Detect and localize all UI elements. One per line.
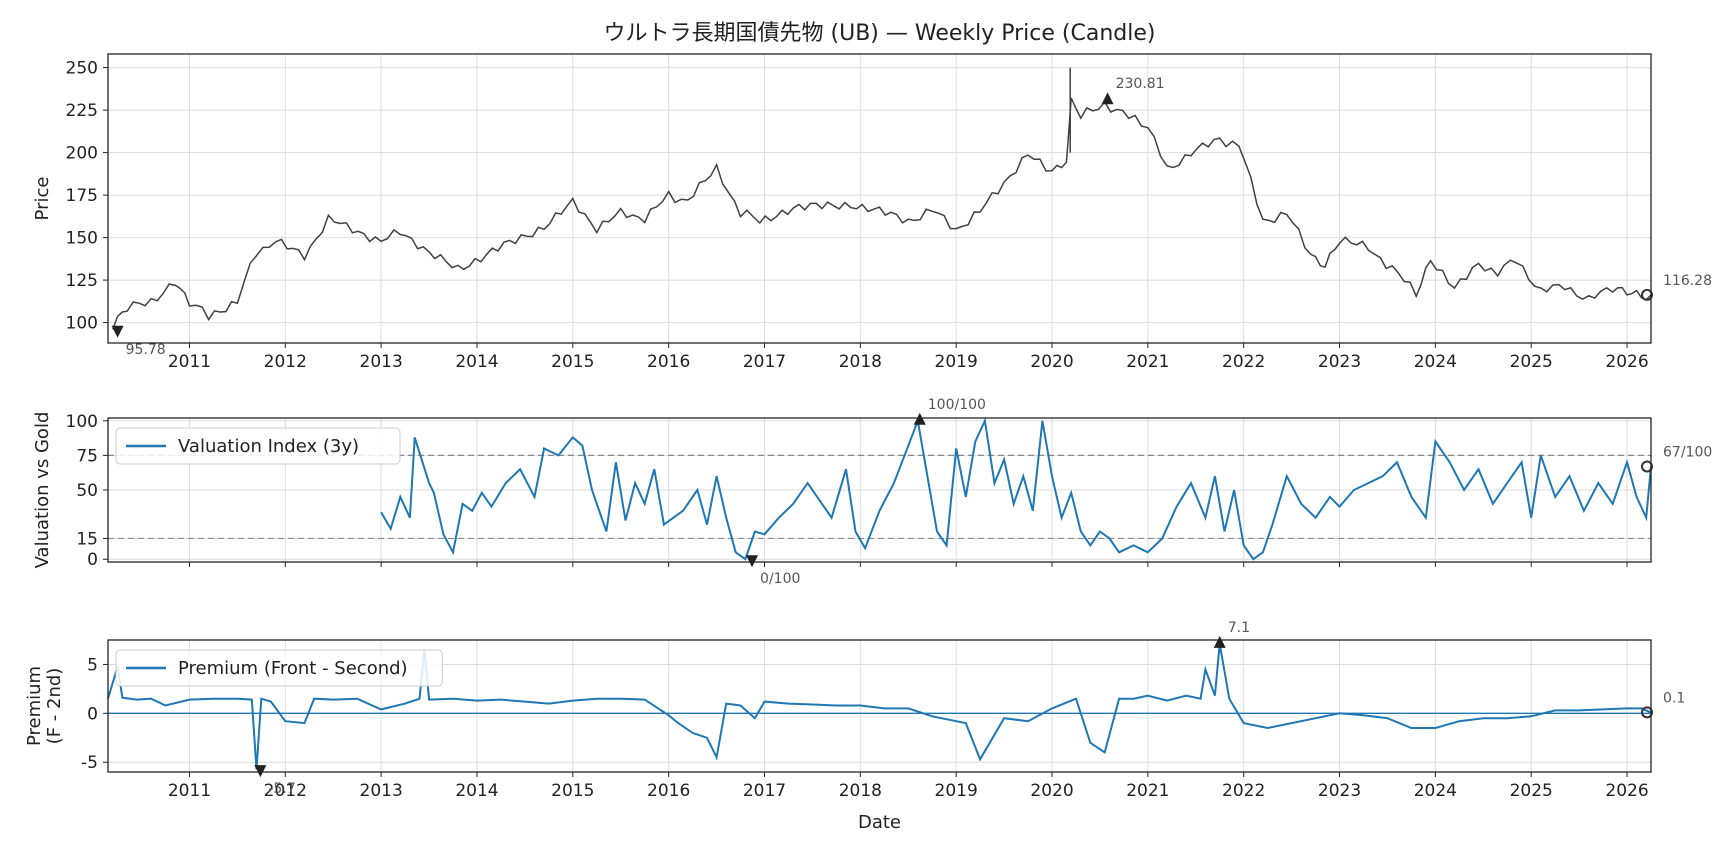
last-annotation: 116.28 — [1663, 273, 1712, 289]
x-tick-label: 2016 — [647, 352, 690, 372]
y-axis-label-line2: (F - 2nd) — [44, 668, 65, 745]
x-tick-label: 2025 — [1510, 781, 1553, 801]
y-tick-label: 100 — [66, 314, 98, 334]
y-tick-label: 200 — [66, 144, 98, 164]
legend-label: Valuation Index (3y) — [178, 436, 359, 457]
axes-frame — [107, 639, 1652, 773]
min-annotation: 95.78 — [126, 342, 166, 358]
max-marker — [913, 412, 926, 425]
y-tick-label: 225 — [66, 101, 98, 121]
x-tick-label: 2015 — [551, 352, 594, 372]
min-marker — [111, 325, 124, 338]
x-tick-label: 2021 — [1126, 781, 1169, 801]
series-line-1 — [107, 643, 1652, 770]
x-tick-label: 2026 — [1605, 781, 1648, 801]
y-tick-label: 75 — [76, 446, 98, 466]
x-tick-label: 2014 — [455, 352, 498, 372]
last-annotation: 0.1 — [1663, 690, 1685, 706]
x-tick-label: 2015 — [551, 781, 594, 801]
x-tick-label: 2014 — [455, 781, 498, 801]
x-tick-label: 2025 — [1510, 352, 1553, 372]
x-tick-label: 2012 — [264, 781, 307, 801]
x-tick-label: 2016 — [647, 781, 690, 801]
x-tick-label: 2017 — [743, 781, 786, 801]
max-annotation: 230.81 — [1116, 76, 1165, 92]
min-annotation: 0/100 — [760, 571, 800, 587]
last-marker — [1641, 706, 1653, 719]
last-marker — [1641, 460, 1653, 473]
x-tick-label: 2012 — [264, 352, 307, 372]
series-line-1 — [380, 417, 1652, 561]
min-marker — [746, 555, 759, 568]
x-tick-label: 2022 — [1222, 352, 1265, 372]
subplot-2: 015 50 75 100 100/100 0/100 67/100 Valuation In… — [32, 397, 1712, 587]
x-tick-label: 2023 — [1318, 781, 1361, 801]
max-marker — [1213, 635, 1226, 648]
y-tick-label: 5 — [87, 655, 98, 675]
y-tick-label: 15 — [76, 529, 98, 549]
x-tick-label: 2026 — [1605, 352, 1648, 372]
x-tick-label: 2022 — [1222, 781, 1265, 801]
x-tick-label: 2018 — [839, 781, 882, 801]
y-tick-label: 250 — [66, 59, 98, 79]
chart-title: ウルトラ長期国債先物 (UB) — Weekly Price (Candle) — [604, 21, 1156, 46]
x-tick-label: 2024 — [1414, 781, 1457, 801]
axes-frame — [107, 53, 1652, 344]
y-tick-label: 0 — [87, 550, 98, 570]
x-tick-label: 2017 — [743, 352, 786, 372]
legend-label: Premium (Front - Second) — [178, 658, 408, 679]
x-tick-label: 2018 — [839, 352, 882, 372]
x-tick-label: 2020 — [1030, 352, 1073, 372]
y-axis-label: Premium — [24, 666, 45, 746]
x-tick-label: 2021 — [1126, 352, 1169, 372]
y-tick-label: 0 — [87, 704, 98, 724]
x-tick-label: 2023 — [1318, 352, 1361, 372]
y-tick-label: 125 — [66, 271, 98, 291]
price-series-line — [112, 97, 1652, 330]
x-axis-label: Date — [858, 812, 901, 833]
last-marker — [1641, 288, 1653, 301]
max-marker — [1101, 92, 1114, 105]
y-axis-label: Valuation vs Gold — [32, 412, 53, 569]
legend-box — [115, 427, 401, 465]
axes-frame — [107, 417, 1652, 563]
y-tick-label: 100 — [66, 412, 98, 432]
subplot-3: 2011 2012 2013 2014 2015 2016 2017 2018 2019 2020… — [24, 620, 1685, 833]
min-annotation: -5.7 — [268, 781, 295, 797]
legend-box — [115, 649, 443, 687]
x-tick-label: 2019 — [935, 352, 978, 372]
x-tick-label: 2013 — [360, 781, 403, 801]
x-tick-label: 2011 — [168, 352, 211, 372]
last-annotation: 67/100 — [1663, 444, 1712, 460]
x-tick-label: 2011 — [168, 781, 211, 801]
max-annotation: 7.1 — [1228, 620, 1250, 636]
x-tick-label: 2019 — [935, 781, 978, 801]
y-axis-label: Price — [32, 177, 53, 221]
y-tick-label: 150 — [66, 229, 98, 249]
x-tick-label: 2013 — [360, 352, 403, 372]
y-tick-label: 175 — [66, 186, 98, 206]
y-tick-label: -5 — [81, 753, 98, 773]
min-marker — [254, 765, 267, 778]
y-tick-label: 50 — [76, 481, 98, 501]
x-tick-label: 2020 — [1030, 781, 1073, 801]
max-annotation: 100/100 — [928, 397, 986, 413]
x-tick-label: 2024 — [1414, 352, 1457, 372]
subplot-1: 2011 2012 2013 2014 2015 2016 2017 2018 2019 2020… — [32, 21, 1712, 372]
